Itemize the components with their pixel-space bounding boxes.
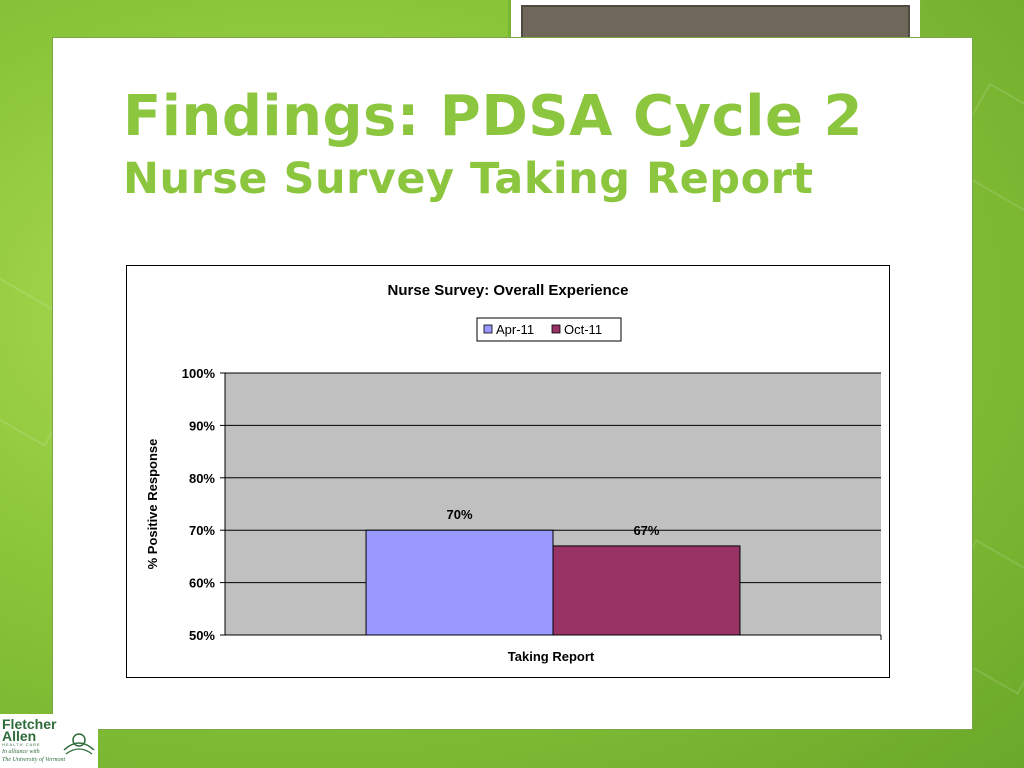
y-tick-label: 50% bbox=[189, 628, 215, 643]
chart-legend: Apr-11 Oct-11 bbox=[476, 317, 622, 342]
logo-line-1: Fletcher bbox=[2, 716, 57, 732]
y-tick-labels: 100% 90% 80% 70% 60% 50% bbox=[182, 366, 216, 643]
fletcher-allen-logo: Fletcher Allen HEALTH CARE In alliance w… bbox=[0, 714, 98, 768]
y-axis-label: % Positive Response bbox=[145, 439, 160, 570]
slide-panel: Findings: PDSA Cycle 2 Nurse Survey Taki… bbox=[52, 37, 973, 730]
data-labels: 70% 67% bbox=[447, 507, 660, 538]
data-label-oct-11: 67% bbox=[633, 523, 659, 538]
axes bbox=[220, 372, 882, 640]
x-axis-label: Taking Report bbox=[508, 649, 595, 664]
logo-line-5: The University of Vermont bbox=[2, 757, 66, 763]
y-tick-label: 100% bbox=[182, 366, 216, 381]
bar-apr-11 bbox=[365, 529, 554, 636]
bars bbox=[365, 529, 741, 636]
slide-title: Findings: PDSA Cycle 2 bbox=[123, 84, 863, 149]
logo-line-2: Allen bbox=[2, 728, 37, 744]
chart-frame: Nurse Survey: Overall Experience Apr-11 … bbox=[126, 265, 890, 678]
y-tick-label: 80% bbox=[189, 471, 215, 486]
data-label-apr-11: 70% bbox=[447, 507, 473, 522]
legend-box bbox=[476, 317, 622, 342]
y-tick-label: 60% bbox=[189, 576, 215, 591]
legend-swatch-oct-11 bbox=[551, 324, 561, 334]
legend-label-apr-11: Apr-11 bbox=[496, 322, 534, 337]
slide-subtitle: Nurse Survey Taking Report bbox=[123, 154, 814, 204]
y-tick-label: 90% bbox=[189, 418, 215, 433]
bar-chart: Nurse Survey: Overall Experience Apr-11 … bbox=[145, 282, 882, 664]
logo-line-4: In alliance with bbox=[2, 749, 40, 755]
logo-line-3: HEALTH CARE bbox=[2, 742, 41, 747]
logo-mark-icon bbox=[63, 733, 95, 755]
legend-label-oct-11: Oct-11 bbox=[564, 322, 602, 337]
chart-title: Nurse Survey: Overall Experience bbox=[388, 282, 629, 299]
y-tick-label: 70% bbox=[189, 523, 215, 538]
bar-oct-11 bbox=[552, 545, 741, 636]
legend-swatch-apr-11 bbox=[483, 324, 493, 334]
